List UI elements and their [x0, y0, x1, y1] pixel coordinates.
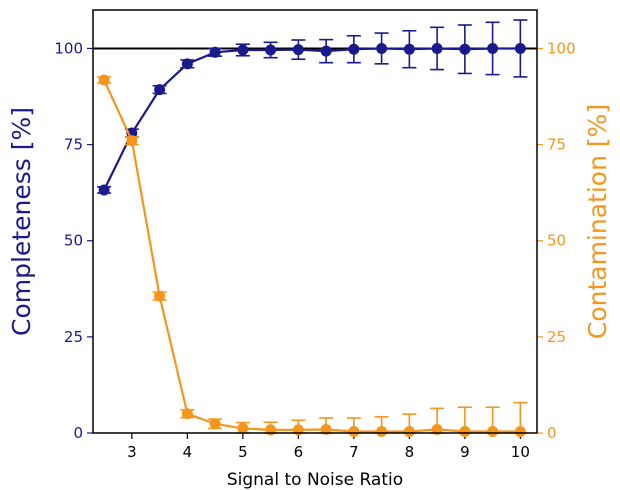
plot-frame — [92, 9, 538, 434]
data-point — [181, 58, 193, 70]
data-point — [403, 425, 415, 437]
y-left-tick-label: 25 — [64, 328, 83, 346]
data-point — [154, 84, 166, 96]
data-point — [514, 42, 526, 54]
y-right-tick-label: 75 — [547, 136, 566, 154]
data-point — [376, 425, 388, 437]
data-point — [209, 418, 221, 430]
data-point — [265, 424, 277, 436]
data-point — [348, 425, 360, 437]
series-layer — [97, 19, 528, 437]
x-tick-label: 8 — [405, 443, 415, 461]
data-point — [154, 290, 166, 302]
y-right-tick-label: 100 — [547, 39, 576, 57]
data-point — [459, 43, 471, 55]
data-point — [237, 422, 249, 434]
data-point — [265, 44, 277, 56]
data-point — [487, 42, 499, 54]
y-right-tick-label: 0 — [547, 424, 557, 442]
data-point — [126, 135, 138, 147]
data-point — [292, 44, 304, 56]
y-left-tick-label: 0 — [73, 424, 83, 442]
series-contamination — [97, 74, 528, 437]
data-point — [431, 42, 443, 54]
x-tick-label: 5 — [238, 443, 248, 461]
data-point — [459, 425, 471, 437]
data-point — [181, 408, 193, 420]
x-tick-label: 4 — [183, 443, 193, 461]
x-tick-label: 7 — [349, 443, 359, 461]
x-tick-label: 9 — [460, 443, 470, 461]
y-right-tick-label: 25 — [547, 328, 566, 346]
data-point — [403, 43, 415, 55]
data-point — [487, 425, 499, 437]
data-point — [98, 184, 110, 196]
y-left-tick-label: 100 — [54, 39, 83, 57]
x-tick-label: 3 — [127, 443, 137, 461]
y-axis-right-label: Contamination [%] — [583, 104, 612, 339]
data-point — [348, 43, 360, 55]
x-tick-label: 6 — [294, 443, 304, 461]
y-left-tick-label: 50 — [64, 232, 83, 250]
x-tick-label: 10 — [511, 443, 530, 461]
data-point — [292, 424, 304, 436]
x-axis-label: Signal to Noise Ratio — [227, 470, 403, 490]
y-right-tick-label: 50 — [547, 232, 566, 250]
y-axis-left-label: Completeness [%] — [7, 107, 36, 336]
data-point — [320, 45, 332, 57]
y-left-tick-label: 75 — [64, 136, 83, 154]
data-point — [237, 44, 249, 56]
series-completeness — [97, 19, 528, 196]
series-line — [103, 79, 521, 433]
series-line — [103, 47, 521, 191]
data-point — [98, 74, 110, 86]
data-point — [514, 425, 526, 437]
data-point — [376, 42, 388, 54]
data-point — [209, 46, 221, 58]
